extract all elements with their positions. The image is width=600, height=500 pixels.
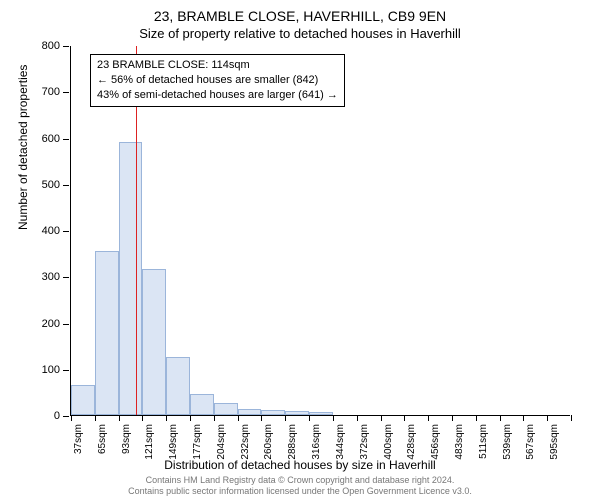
- histogram-bar: [95, 251, 119, 415]
- y-tick-label: 0: [20, 410, 60, 422]
- chart-header: 23, BRAMBLE CLOSE, HAVERHILL, CB9 9EN Si…: [0, 0, 600, 41]
- x-tick: [357, 415, 358, 421]
- chart-title: 23, BRAMBLE CLOSE, HAVERHILL, CB9 9EN: [0, 8, 600, 24]
- y-tick: [63, 416, 69, 417]
- y-tick: [63, 324, 69, 325]
- x-tick: [71, 415, 72, 421]
- y-tick-label: 800: [20, 40, 60, 52]
- x-tick: [95, 415, 96, 421]
- histogram-bar: [285, 411, 309, 415]
- y-tick-label: 500: [20, 179, 60, 191]
- x-tick: [238, 415, 239, 421]
- footer-line-1: Contains HM Land Registry data © Crown c…: [0, 475, 600, 487]
- y-tick-label: 700: [20, 86, 60, 98]
- x-tick: [547, 415, 548, 421]
- x-tick: [571, 415, 572, 421]
- histogram-bar: [190, 394, 214, 415]
- x-axis-title: Distribution of detached houses by size …: [0, 458, 600, 472]
- histogram-bar: [142, 269, 166, 415]
- y-tick: [63, 139, 69, 140]
- x-tick: [381, 415, 382, 421]
- annotation-box: 23 BRAMBLE CLOSE: 114sqm ← 56% of detach…: [90, 54, 345, 107]
- x-tick: [333, 415, 334, 421]
- footer-line-2: Contains public sector information licen…: [0, 486, 600, 498]
- chart-footer: Contains HM Land Registry data © Crown c…: [0, 475, 600, 498]
- x-tick: [500, 415, 501, 421]
- x-tick: [142, 415, 143, 421]
- y-tick: [63, 231, 69, 232]
- y-tick: [63, 92, 69, 93]
- histogram-bar: [119, 142, 143, 415]
- y-tick-label: 300: [20, 271, 60, 283]
- y-tick-label: 200: [20, 318, 60, 330]
- annotation-line-2: ← 56% of detached houses are smaller (84…: [97, 73, 338, 88]
- x-tick: [166, 415, 167, 421]
- x-tick: [214, 415, 215, 421]
- histogram-bar: [238, 409, 262, 415]
- x-tick: [261, 415, 262, 421]
- histogram-bar: [309, 412, 333, 415]
- x-tick: [452, 415, 453, 421]
- x-tick: [119, 415, 120, 421]
- histogram-bar: [71, 385, 95, 415]
- y-tick-label: 400: [20, 225, 60, 237]
- x-tick: [309, 415, 310, 421]
- chart-subtitle: Size of property relative to detached ho…: [0, 26, 600, 41]
- annotation-line-3: 43% of semi-detached houses are larger (…: [97, 88, 338, 103]
- x-tick: [523, 415, 524, 421]
- y-tick: [63, 370, 69, 371]
- y-tick-label: 600: [20, 133, 60, 145]
- x-tick: [404, 415, 405, 421]
- histogram-bar: [214, 403, 238, 415]
- y-tick: [63, 185, 69, 186]
- x-tick: [476, 415, 477, 421]
- x-tick: [428, 415, 429, 421]
- y-tick: [63, 277, 69, 278]
- y-tick: [63, 46, 69, 47]
- annotation-line-1: 23 BRAMBLE CLOSE: 114sqm: [97, 58, 338, 73]
- histogram-bar: [166, 357, 190, 415]
- histogram-bar: [261, 410, 285, 415]
- x-tick: [285, 415, 286, 421]
- chart-container: 37sqm65sqm93sqm121sqm149sqm177sqm204sqm2…: [70, 46, 570, 416]
- x-tick: [190, 415, 191, 421]
- y-tick-label: 100: [20, 364, 60, 376]
